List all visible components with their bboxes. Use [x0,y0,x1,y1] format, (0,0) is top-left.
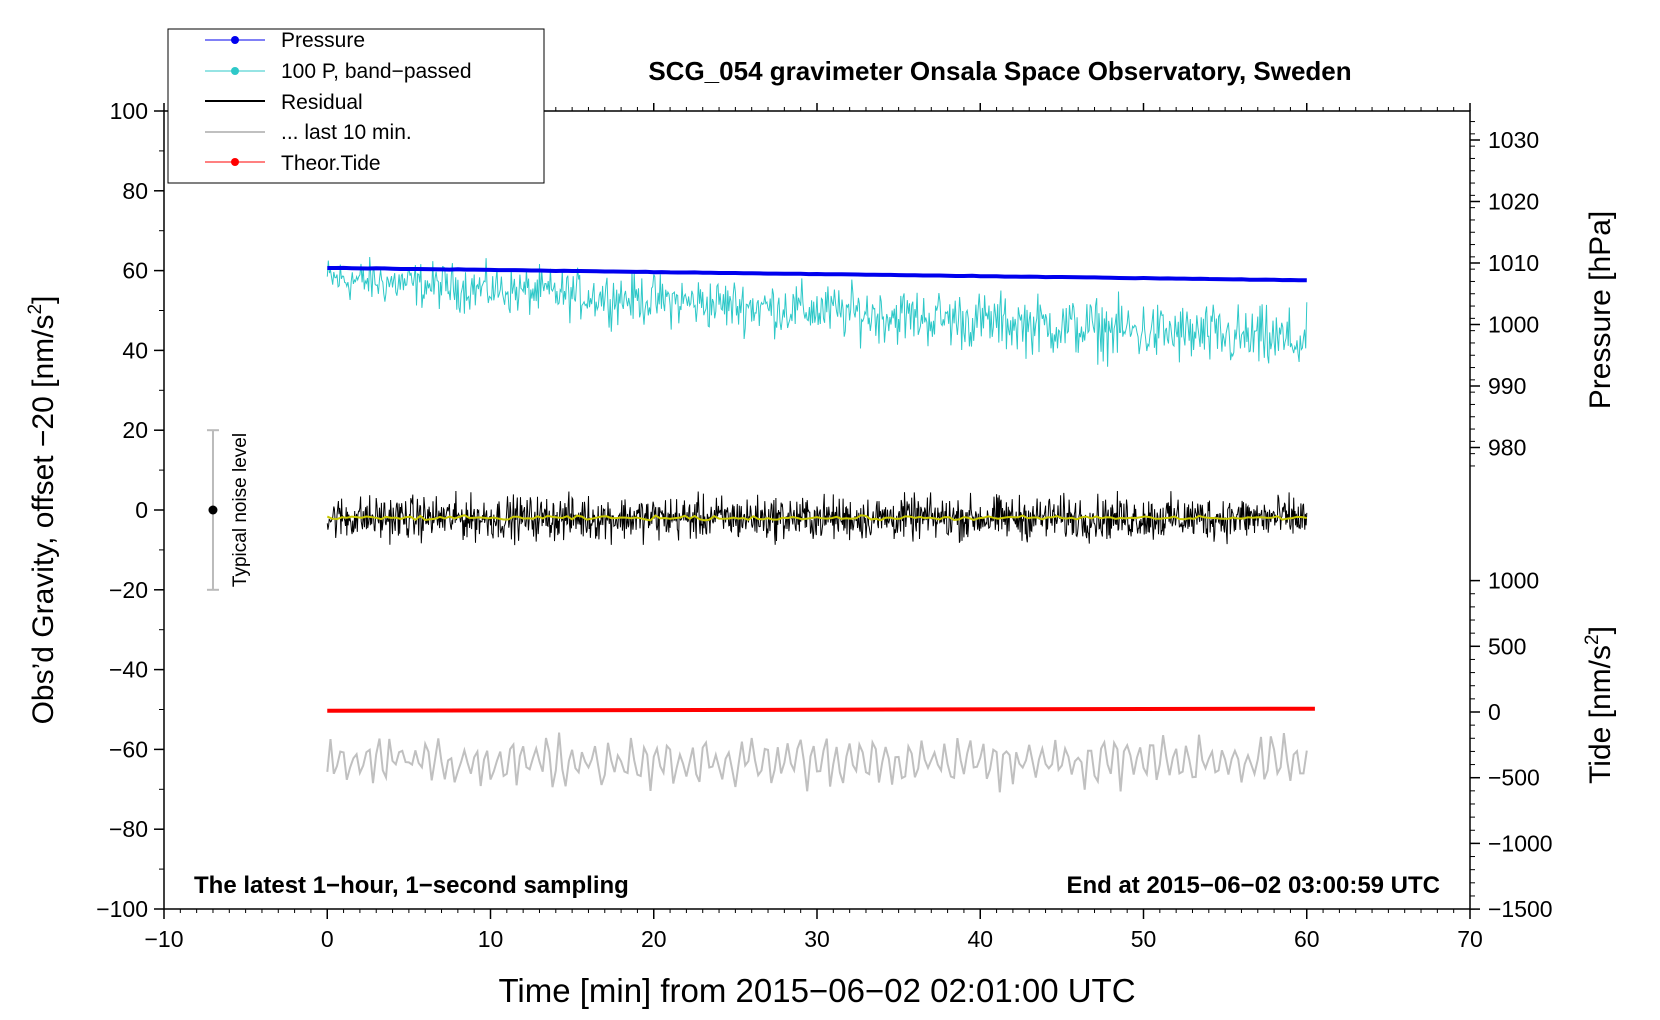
x-tick-label: 0 [321,926,334,952]
legend-marker-pressure [231,36,239,44]
noise-level-label: Typical noise level [230,433,251,587]
series-residual [326,490,1308,546]
y-tick-label-left: 100 [110,98,148,124]
y-tick-label-tide: 500 [1488,633,1526,659]
x-tick-label: 70 [1457,926,1483,952]
legend-label-tide: Theor.Tide [281,152,381,175]
y-tick-label-left: 80 [122,178,148,204]
y-tick-label-tide: −1000 [1488,830,1553,856]
series-layer [326,256,1315,793]
y-axis-label-pressure: Pressure [hPa] [1584,211,1617,409]
legend-label-pressure: Pressure [281,29,365,52]
y-tick-label-left: −60 [109,736,148,762]
y-axis-label-tide: Tide [nm/s2] [1582,626,1617,784]
legend-marker-tide [231,158,239,166]
y-tick-label-pressure: 1020 [1488,189,1539,215]
y-axis-label-left: Obs’d Gravity, offset −20 [nm/s2] [25,296,60,725]
series-bandpassed [326,256,1308,367]
chart-title: SCG_054 gravimeter Onsala Space Observat… [648,56,1351,86]
series-tide [327,706,1315,713]
x-tick-label: 40 [967,926,993,952]
x-axis-label: Time [min] from 2015−06−02 02:01:00 UTC [498,972,1135,1009]
y-tick-label-pressure: 1010 [1488,250,1539,276]
legend-box [167,28,545,184]
y-tick-label-left: 40 [122,337,148,363]
legend-label-residual: Residual [281,91,363,114]
axes-layer: −10 0 10 20 30 40 50 60 70−100−80−60−40−20020406… [96,98,1552,952]
y-tick-label-pressure: 980 [1488,435,1526,461]
y-tick-label-pressure: 1000 [1488,312,1539,338]
y-tick-label-tide: −500 [1488,765,1540,791]
y-tick-label-left: 20 [122,417,148,443]
y-tick-label-left: 0 [135,497,148,523]
x-tick-label: 10 [478,926,504,952]
y-tick-label-tide: 0 [1488,699,1501,725]
series-pressure [327,265,1307,283]
y-tick-label-tide: −1500 [1488,896,1553,922]
legend-label-bandpassed: 100 P, band−passed [281,60,472,83]
x-tick-label: 60 [1294,926,1320,952]
noise-level-indicator [206,429,219,591]
y-tick-label-left: 60 [122,258,148,284]
y-tick-label-tide: 1000 [1488,568,1539,594]
y-tick-label-left: −40 [109,657,148,683]
noise-bar-center [208,505,218,515]
y-tick-label-pressure: 990 [1488,373,1526,399]
series-last10 [326,732,1308,793]
series-residual-smoothed [326,514,1307,522]
x-tick-label: −10 [144,926,183,952]
legend: Pressure 100 P, band−passed Residual ...… [167,28,545,184]
x-tick-label: 30 [804,926,830,952]
y-tick-label-pressure: 1030 [1488,127,1539,153]
y-tick-label-left: −80 [109,816,148,842]
x-tick-label: 20 [641,926,667,952]
y-tick-label-left: −100 [96,896,148,922]
x-tick-label: 50 [1131,926,1157,952]
y-tick-label-left: −20 [109,577,148,603]
legend-label-last10: ... last 10 min. [281,121,412,144]
legend-marker-bandpassed [231,67,239,75]
annotation-sampling: The latest 1−hour, 1−second sampling [194,872,629,899]
annotation-end-time: End at 2015−06−02 03:00:59 UTC [1066,872,1440,899]
